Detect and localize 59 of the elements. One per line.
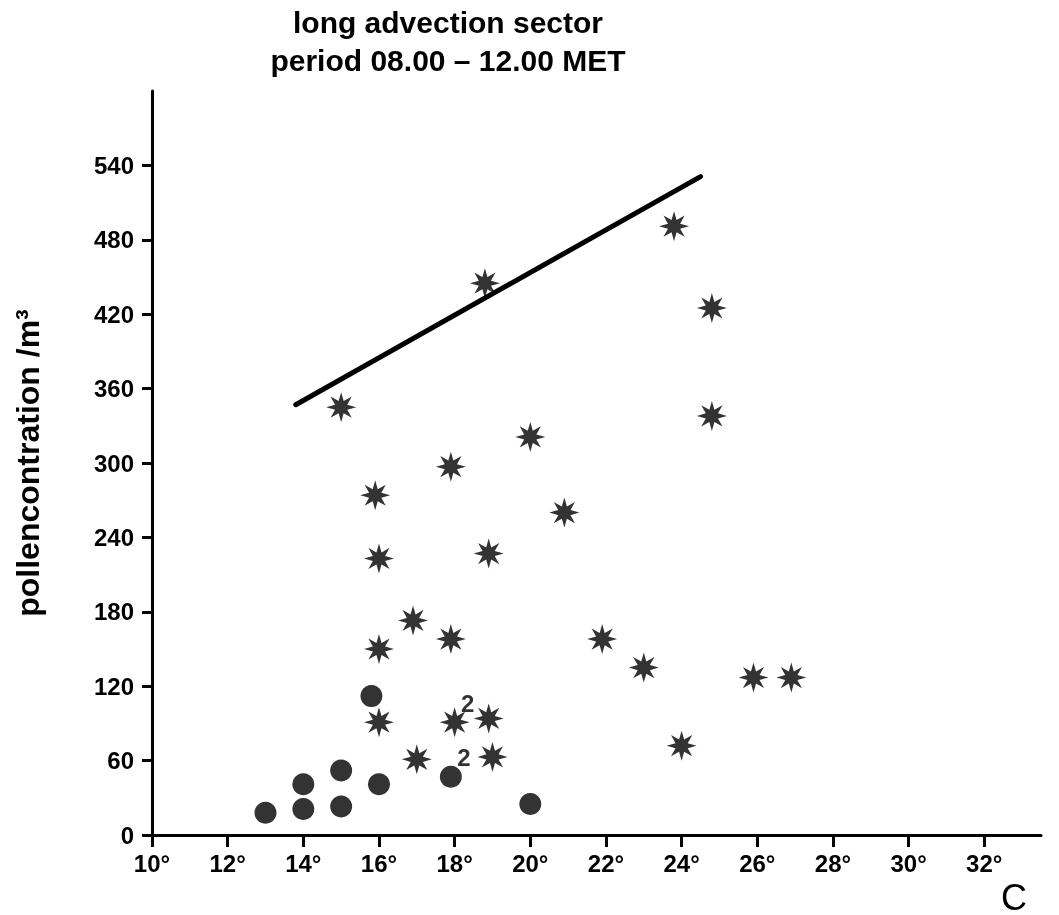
y-tick-label: 540 (93, 151, 134, 179)
point (398, 605, 429, 636)
x-tick-label: 22° (587, 849, 625, 877)
annotation: 2 (460, 689, 475, 717)
point (439, 765, 462, 788)
y-tick-label: 420 (93, 300, 134, 328)
x-tick-label: 10° (133, 849, 171, 877)
x-axis-title: C (1001, 876, 1027, 915)
point (587, 624, 618, 655)
point (363, 543, 394, 574)
point (659, 211, 690, 242)
point (326, 392, 357, 423)
y-tick-label: 60 (107, 747, 134, 775)
y-tick-label: 120 (93, 672, 134, 700)
chart-subtitle: period 08.00 – 12.00 MET (270, 43, 626, 77)
point (330, 759, 353, 782)
point (435, 451, 466, 482)
x-tick-label: 14° (285, 849, 322, 877)
y-tick-label: 180 (93, 598, 134, 626)
x-tick-label: 26° (739, 849, 776, 877)
y-tick-label: 0 (120, 821, 134, 849)
point (330, 795, 353, 818)
point (435, 624, 466, 655)
point (515, 421, 546, 452)
point (363, 707, 394, 738)
x-tick-label: 24° (663, 849, 700, 877)
y-axis-title: pollencontration /m³ (10, 309, 46, 617)
point (368, 773, 390, 796)
point (473, 703, 504, 734)
point (401, 744, 432, 775)
x-tick-label: 32° (966, 849, 1003, 877)
x-tick-label: 12° (209, 849, 246, 877)
y-tick-label: 480 (93, 226, 134, 254)
point (549, 497, 580, 528)
y-tick-label: 360 (93, 375, 134, 403)
x-tick-label: 18° (436, 849, 473, 877)
point (628, 652, 659, 683)
point (477, 741, 508, 772)
point (473, 538, 504, 569)
point (696, 400, 727, 431)
x-tick-label: 28° (814, 849, 852, 877)
point (776, 662, 807, 693)
y-tick-label: 240 (93, 523, 134, 551)
point (292, 773, 315, 796)
point (254, 801, 277, 824)
annotation: 2 (457, 744, 471, 772)
y-tick-label: 300 (93, 449, 134, 477)
point (738, 662, 769, 693)
point (292, 797, 315, 820)
x-tick-label: 20° (512, 849, 549, 877)
x-tick-label: 30° (890, 849, 927, 877)
point (360, 480, 391, 511)
point (666, 730, 697, 761)
point (363, 634, 394, 664)
chart-title: long advection sector (292, 5, 604, 39)
x-tick-label: 16° (360, 849, 398, 877)
point (519, 793, 542, 815)
point (696, 293, 727, 323)
point (360, 685, 383, 708)
